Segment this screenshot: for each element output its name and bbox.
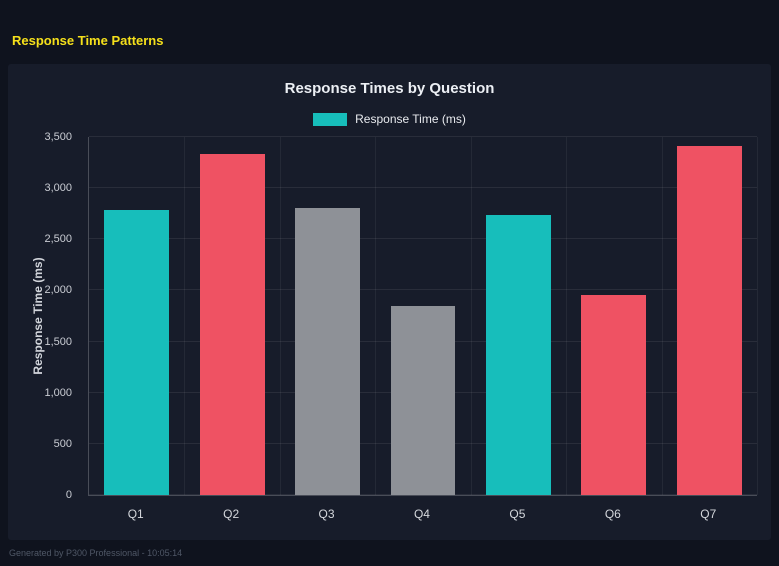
bar-q6[interactable] xyxy=(581,294,647,495)
gridline-vertical xyxy=(661,137,663,495)
gridline-vertical xyxy=(470,137,472,495)
x-tick-label: Q4 xyxy=(413,507,430,521)
y-tick-label: 0 xyxy=(65,489,72,501)
x-tick-label: Q7 xyxy=(700,507,717,521)
bar-q1[interactable] xyxy=(104,209,170,495)
gridline-vertical xyxy=(279,137,281,495)
chart-legend: Response Time (ms) xyxy=(8,112,771,126)
gridline xyxy=(89,136,757,137)
x-tick-label: Q2 xyxy=(223,507,240,521)
gridline-vertical xyxy=(375,137,377,495)
bar-q3[interactable] xyxy=(295,207,361,495)
y-axis-ticks: 0 500 1,000 1,500 2,000 2,500 3,000 3,500 xyxy=(8,131,80,501)
x-tick-label: Q6 xyxy=(604,507,621,521)
x-tick-label: Q5 xyxy=(509,507,526,521)
x-tick-label: Q1 xyxy=(127,507,144,521)
bar-q5[interactable] xyxy=(485,214,551,495)
bar-q2[interactable] xyxy=(199,154,265,495)
gridline-vertical xyxy=(184,137,186,495)
gridline xyxy=(89,238,757,240)
bar-q4[interactable] xyxy=(390,305,456,495)
chart-title: Response Times by Question xyxy=(284,80,495,97)
legend-swatch xyxy=(313,112,348,126)
y-tick-label: 1,500 xyxy=(44,335,72,348)
y-tick-label: 2,000 xyxy=(44,284,72,297)
legend-label: Response Time (ms) xyxy=(355,112,466,126)
y-tick-label: 1,000 xyxy=(44,386,72,399)
chart-panel: Response Times by Question Response Time… xyxy=(8,64,771,540)
gridline-vertical xyxy=(757,137,758,495)
x-tick-label: Q3 xyxy=(318,507,335,521)
y-tick-label: 3,000 xyxy=(44,182,72,195)
y-tick-label: 3,500 xyxy=(44,131,72,143)
gridline xyxy=(89,187,757,189)
gridline-vertical xyxy=(566,137,568,495)
footer-text: Generated by P300 Professional - 10:05:1… xyxy=(9,548,183,558)
page-title: Response Time Patterns xyxy=(12,33,164,48)
x-axis-labels: Q1 Q2 Q3 Q4 Q5 Q6 Q7 xyxy=(88,507,756,521)
y-tick-label: 2,500 xyxy=(44,233,72,246)
gridline xyxy=(89,289,757,291)
y-tick-label: 500 xyxy=(53,437,72,450)
plot-area xyxy=(88,136,758,496)
bar-q7[interactable] xyxy=(676,146,742,495)
